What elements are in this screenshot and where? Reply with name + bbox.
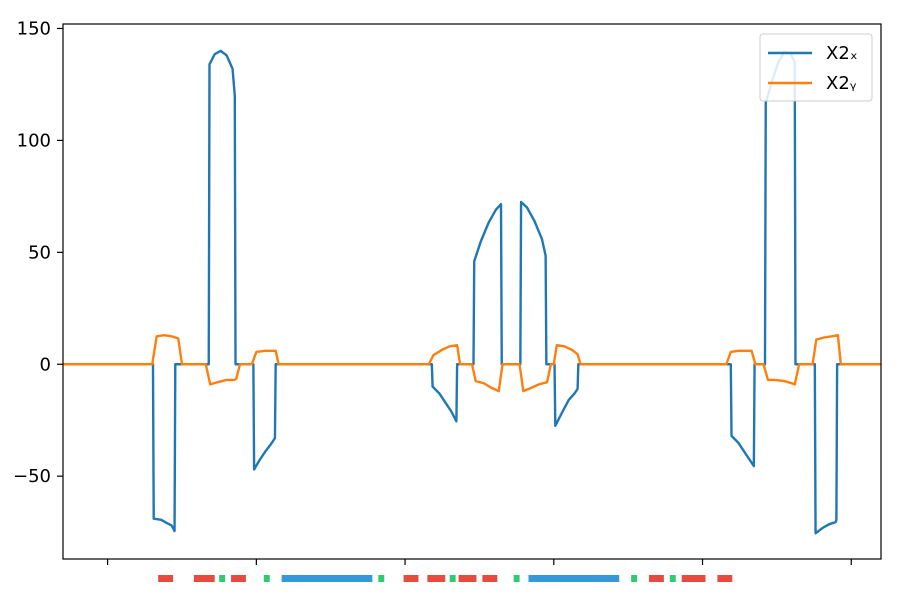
bottom-segment-14 (631, 575, 638, 582)
bottom-segment-12 (513, 575, 520, 582)
bottom-segment-13 (528, 575, 620, 582)
bottom-segment-bar (158, 575, 733, 582)
bottom-segment-9 (449, 575, 456, 582)
series-line-1 (63, 333, 881, 393)
bottom-segment-15 (648, 575, 664, 582)
bottom-segment-10 (458, 575, 477, 582)
bottom-segment-5 (281, 575, 373, 582)
bottom-segment-17 (681, 575, 706, 582)
y-tick-label-4: −50 (13, 466, 51, 487)
bottom-segment-18 (717, 575, 733, 582)
series-line-0 (63, 49, 881, 535)
bottom-segment-11 (482, 575, 498, 582)
bottom-segment-16 (669, 575, 676, 582)
legend[interactable]: X2ₓ X2ᵧ (759, 33, 873, 102)
x-axis (107, 559, 852, 565)
plot-lines (63, 49, 881, 535)
legend-label-x2y: X2ᵧ (826, 73, 857, 94)
bottom-segment-8 (427, 575, 446, 582)
y-tick-label-2: 50 (28, 242, 51, 263)
axes-frame (62, 23, 882, 560)
bottom-segment-6 (378, 575, 385, 582)
bottom-segment-0 (158, 575, 174, 582)
bottom-segment-3 (231, 575, 246, 582)
y-tick-label-3: 0 (40, 354, 51, 375)
bottom-segment-2 (219, 575, 226, 582)
y-axis: 150 100 50 0 −50 (13, 18, 63, 487)
bottom-segment-1 (193, 575, 215, 582)
bottom-segment-4 (263, 575, 270, 582)
legend-label-x2x: X2ₓ (826, 43, 858, 64)
bottom-segment-7 (403, 575, 419, 582)
y-tick-label-1: 100 (17, 130, 51, 151)
y-tick-label-0: 150 (17, 18, 51, 39)
